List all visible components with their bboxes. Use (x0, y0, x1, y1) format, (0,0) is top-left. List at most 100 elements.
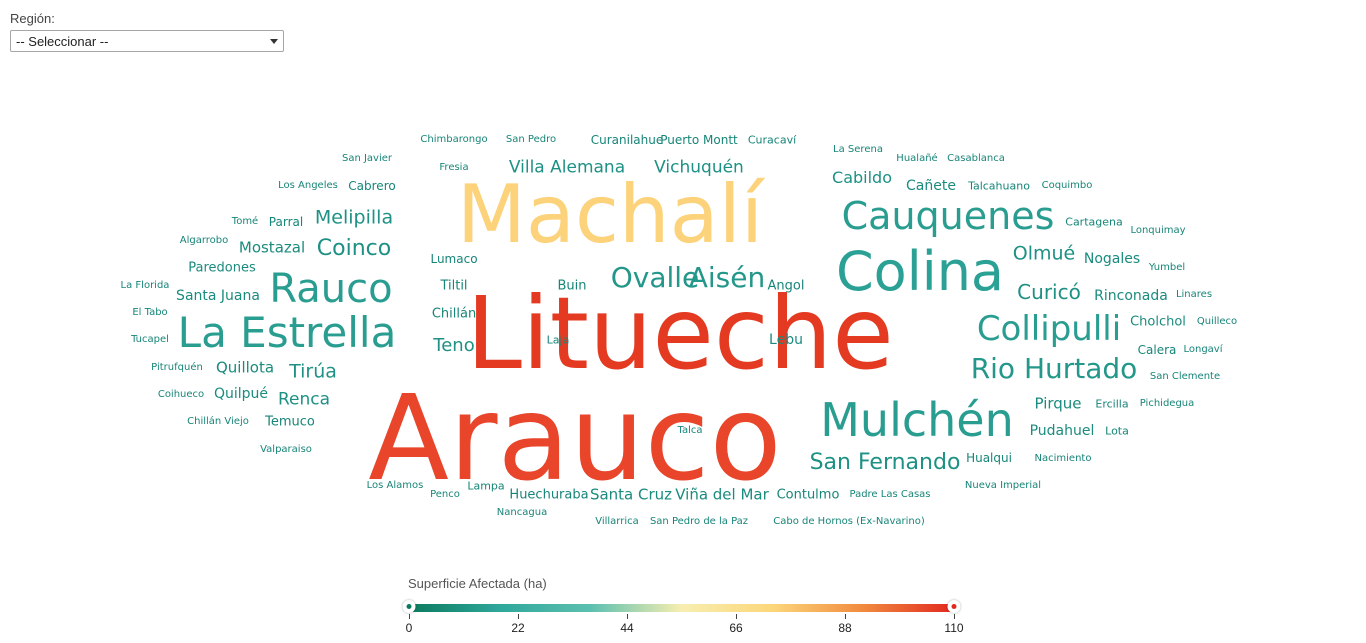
cloud-word[interactable]: Calera (1137, 343, 1177, 357)
cloud-word[interactable]: Linares (1175, 289, 1213, 300)
cloud-word[interactable]: Talcahuano (968, 179, 1030, 193)
cloud-word[interactable]: Chillán Viejo (187, 416, 249, 427)
cloud-word[interactable]: Teno (433, 335, 475, 356)
cloud-word[interactable]: Pirque (1034, 394, 1082, 413)
cloud-word[interactable]: Ovalle (610, 261, 700, 294)
cloud-word[interactable]: Litueche (466, 275, 894, 392)
cloud-word[interactable]: Contulmo (776, 487, 840, 503)
cloud-word[interactable]: Santa Juana (176, 288, 260, 304)
cloud-word[interactable]: Collipulli (976, 309, 1122, 349)
cloud-word[interactable]: Lebu (769, 332, 803, 348)
cloud-word[interactable]: Cañete (906, 178, 956, 194)
cloud-word[interactable]: La Florida (120, 280, 170, 291)
legend-gradient-bar (409, 604, 954, 612)
cloud-word[interactable]: Cauquenes (841, 194, 1055, 238)
cloud-word[interactable]: Algarrobo (179, 235, 229, 246)
cloud-word[interactable]: Angol (767, 278, 805, 294)
cloud-word[interactable]: San Clemente (1149, 371, 1221, 382)
cloud-word[interactable]: Tucapel (131, 334, 169, 345)
cloud-word[interactable]: Coihueco (157, 389, 205, 400)
cloud-word[interactable]: Buin (557, 278, 587, 294)
cloud-word[interactable]: Huechuraba (509, 487, 589, 503)
cloud-word[interactable]: Valparaiso (260, 444, 312, 455)
cloud-word[interactable]: Hualañé (896, 153, 938, 164)
cloud-word[interactable]: Pitrufquén (151, 362, 203, 373)
cloud-word[interactable]: Olmué (1012, 242, 1076, 265)
cloud-word[interactable]: San Fernando (809, 450, 961, 475)
cloud-word[interactable]: Laja (546, 333, 570, 347)
cloud-word[interactable]: Longaví (1183, 344, 1223, 355)
legend-min-handle[interactable] (402, 600, 416, 613)
cloud-word[interactable]: Pichidegua (1139, 398, 1195, 409)
cloud-word[interactable]: Curacaví (747, 133, 797, 147)
cloud-word[interactable]: Nogales (1083, 251, 1141, 267)
cloud-word[interactable]: Puerto Montt (660, 133, 738, 147)
cloud-word[interactable]: San Pedro (505, 134, 557, 145)
cloud-word[interactable]: Lonquimay (1130, 225, 1186, 236)
cloud-word[interactable]: Cabo de Hornos (Ex-Navarino) (773, 516, 925, 527)
cloud-word[interactable]: Penco (430, 489, 460, 500)
cloud-word[interactable]: Rinconada (1094, 288, 1168, 304)
cloud-word[interactable]: Talca (677, 425, 703, 436)
legend-max-handle[interactable] (947, 600, 961, 613)
cloud-word[interactable]: Nacimiento (1034, 453, 1092, 464)
cloud-word[interactable]: Viña del Mar (675, 485, 769, 504)
cloud-word[interactable]: Pudahuel (1029, 423, 1095, 439)
cloud-word[interactable]: Lampa (467, 479, 505, 493)
cloud-word[interactable]: Cartagena (1065, 215, 1123, 229)
cloud-word[interactable]: Melipilla (314, 206, 394, 229)
cloud-word[interactable]: Arauco (368, 369, 782, 507)
cloud-word[interactable]: Quilleco (1196, 316, 1238, 327)
cloud-word[interactable]: Los Alamos (366, 480, 424, 491)
cloud-word[interactable]: Villa Alemana (508, 157, 626, 178)
cloud-word[interactable]: Chimbarongo (420, 134, 488, 145)
handle-dot-min (406, 604, 412, 609)
cloud-word[interactable]: Casablanca (947, 153, 1005, 164)
cloud-word[interactable]: La Estrella (177, 308, 397, 357)
cloud-word[interactable]: El Tabo (132, 307, 168, 318)
cloud-word[interactable]: Padre Las Casas (849, 489, 931, 500)
cloud-word[interactable]: San Pedro de la Paz (649, 516, 749, 527)
cloud-word[interactable]: Renca (277, 389, 331, 410)
cloud-word[interactable]: Tirúa (289, 360, 337, 383)
cloud-word[interactable]: Chillán (431, 306, 477, 322)
cloud-word[interactable]: Santa Cruz (589, 485, 673, 504)
cloud-word[interactable]: La Serena (833, 144, 883, 155)
cloud-word[interactable]: Ercilla (1095, 397, 1129, 411)
cloud-word[interactable]: Lota (1105, 424, 1129, 438)
cloud-word[interactable]: Cabildo (832, 168, 892, 187)
cloud-word[interactable]: Cabrero (348, 179, 396, 193)
cloud-word[interactable]: Rio Hurtado (970, 352, 1138, 385)
legend-tick (627, 614, 628, 619)
cloud-word[interactable]: Mulchén (820, 393, 1014, 447)
cloud-word[interactable]: Yumbel (1148, 262, 1186, 273)
legend-tick (954, 614, 955, 619)
cloud-word[interactable]: Fresia (439, 162, 469, 173)
cloud-word[interactable]: Vichuquén (654, 157, 744, 178)
cloud-word[interactable]: Tomé (231, 216, 259, 227)
cloud-word[interactable]: Mostazal (238, 238, 306, 257)
cloud-word[interactable]: Curanilahue (590, 133, 664, 147)
region-select[interactable]: -- Seleccionar -- (10, 30, 284, 52)
cloud-word[interactable]: Coquimbo (1041, 180, 1093, 191)
cloud-word[interactable]: Cholchol (1130, 314, 1186, 330)
cloud-word[interactable]: Hualqui (966, 451, 1012, 465)
cloud-word[interactable]: Aisén (688, 261, 766, 294)
cloud-word[interactable]: Temuco (265, 414, 315, 430)
cloud-word[interactable]: Quillota (215, 358, 275, 377)
cloud-word[interactable]: Curicó (1017, 280, 1081, 304)
cloud-word[interactable]: Coinco (316, 236, 392, 261)
cloud-word[interactable]: Rauco (269, 266, 393, 312)
cloud-word[interactable]: Colina (835, 240, 1005, 303)
cloud-word[interactable]: Lumaco (430, 252, 478, 266)
cloud-word[interactable]: Nueva Imperial (964, 480, 1042, 491)
cloud-word[interactable]: Machalí (456, 168, 764, 261)
cloud-word[interactable]: Los Angeles (278, 180, 338, 191)
cloud-word[interactable]: San Javier (341, 153, 393, 164)
cloud-word[interactable]: Nancagua (496, 507, 548, 518)
cloud-word[interactable]: Parral (268, 215, 304, 229)
cloud-word[interactable]: Villarrica (595, 516, 639, 527)
cloud-word[interactable]: Quilpué (213, 386, 269, 402)
cloud-word[interactable]: Tiltil (440, 278, 468, 294)
cloud-word[interactable]: Paredones (188, 260, 256, 276)
